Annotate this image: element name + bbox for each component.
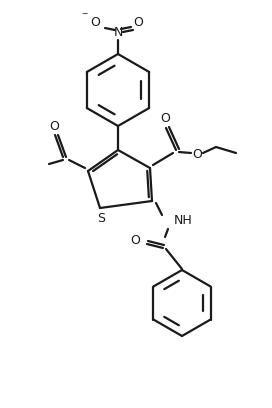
Text: O: O [192,148,202,160]
Text: S: S [97,211,105,224]
Text: O: O [130,235,140,248]
Text: NH: NH [174,215,193,228]
Text: O: O [90,16,100,29]
Text: $^-$: $^-$ [81,11,89,21]
Text: O: O [160,113,170,126]
Text: O: O [49,120,59,133]
Text: O: O [133,16,143,29]
Text: N: N [113,27,123,40]
